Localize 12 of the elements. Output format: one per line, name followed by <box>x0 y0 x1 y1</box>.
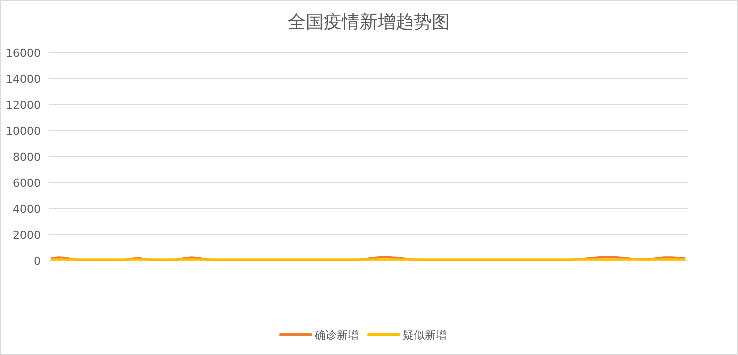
y-tick-label: 6000 <box>13 177 41 190</box>
y-tick-label: 14000 <box>6 73 41 86</box>
legend-label: 确诊新增 <box>314 329 359 342</box>
chart-title: 全国疫情新增趋势图 <box>288 12 450 33</box>
y-tick-label: 2000 <box>13 229 41 242</box>
y-tick-label: 8000 <box>13 151 41 164</box>
y-tick-label: 10000 <box>6 125 41 138</box>
legend-label: 疑似新增 <box>403 329 447 342</box>
y-tick-label: 12000 <box>6 99 41 112</box>
y-tick-label: 0 <box>34 255 41 268</box>
y-tick-label: 4000 <box>13 203 41 216</box>
y-tick-label: 16000 <box>6 47 41 60</box>
